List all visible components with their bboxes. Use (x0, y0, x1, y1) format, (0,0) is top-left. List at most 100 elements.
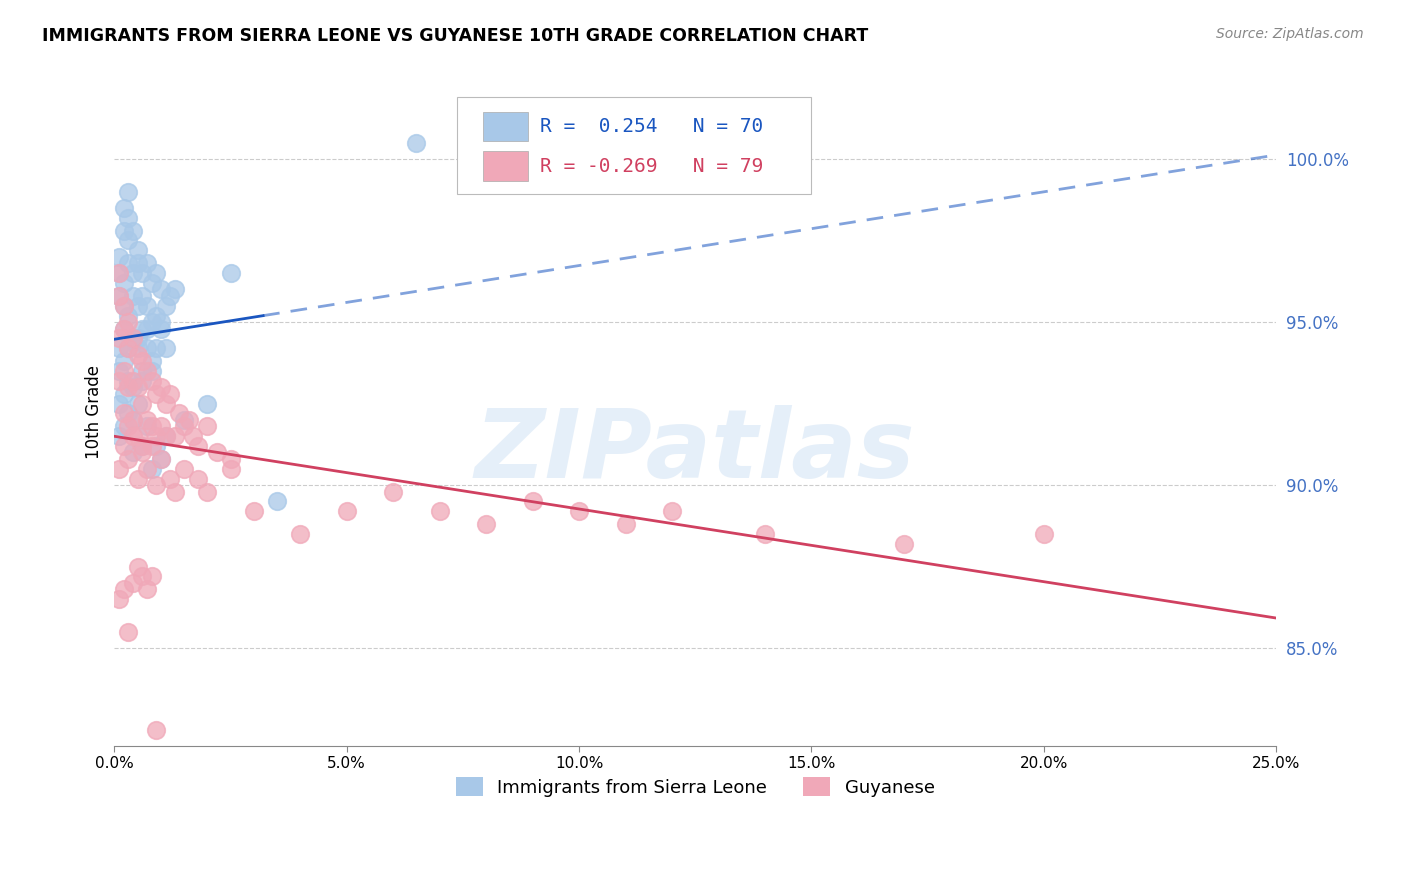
Point (159, 472, 181, 486)
Text: R =  0.254   N = 70: R = 0.254 N = 70 (540, 117, 763, 136)
Point (117, 309, 139, 323)
Point (117, 341, 139, 355)
Point (155, 341, 177, 355)
Point (108, 289, 131, 303)
Point (112, 364, 135, 378)
Point (117, 315, 139, 329)
Point (149, 452, 172, 467)
Point (219, 266, 242, 280)
Point (127, 348, 149, 362)
Point (243, 504, 266, 518)
Point (117, 234, 139, 248)
Point (290, 527, 312, 541)
Point (177, 413, 200, 427)
Point (112, 321, 135, 335)
Point (112, 419, 135, 434)
Point (173, 462, 195, 476)
Point (155, 299, 177, 313)
Point (122, 374, 145, 388)
Point (117, 452, 139, 467)
Point (141, 364, 163, 378)
Point (145, 386, 167, 401)
Point (141, 569, 163, 583)
Point (131, 396, 153, 410)
FancyBboxPatch shape (482, 152, 529, 181)
FancyBboxPatch shape (457, 97, 811, 194)
Point (195, 396, 218, 410)
Point (141, 462, 163, 476)
Point (112, 406, 135, 420)
Point (195, 419, 218, 434)
Point (149, 419, 172, 434)
Point (183, 429, 205, 443)
Point (117, 374, 139, 388)
Point (145, 723, 167, 737)
Point (136, 413, 159, 427)
Point (145, 341, 167, 355)
Point (522, 494, 544, 508)
Point (112, 386, 135, 401)
Point (131, 445, 153, 459)
Point (155, 429, 177, 443)
Point (117, 341, 139, 355)
Point (145, 266, 167, 280)
Point (108, 250, 131, 264)
Text: ZIPatlas: ZIPatlas (475, 405, 915, 499)
Point (122, 331, 145, 345)
Point (112, 439, 135, 453)
Point (141, 374, 163, 388)
Point (122, 331, 145, 345)
Point (131, 439, 153, 453)
Point (122, 429, 145, 443)
Point (122, 266, 145, 280)
Point (195, 484, 218, 499)
Point (136, 364, 159, 378)
Point (141, 419, 163, 434)
Point (117, 380, 139, 394)
Point (108, 396, 131, 410)
Point (1032, 527, 1054, 541)
Point (163, 282, 186, 296)
Point (122, 445, 145, 459)
Point (382, 484, 405, 499)
Point (405, 136, 427, 150)
Point (145, 429, 167, 443)
Point (149, 315, 172, 329)
Point (614, 517, 637, 532)
Point (136, 341, 159, 355)
Point (112, 299, 135, 313)
Point (112, 276, 135, 290)
Point (117, 419, 139, 434)
Point (141, 276, 163, 290)
Point (173, 413, 195, 427)
Point (205, 445, 228, 459)
Point (108, 266, 131, 280)
Point (163, 429, 186, 443)
Point (108, 374, 131, 388)
Point (145, 478, 167, 492)
Point (173, 419, 195, 434)
Text: Source: ZipAtlas.com: Source: ZipAtlas.com (1216, 27, 1364, 41)
Point (108, 364, 131, 378)
Point (893, 537, 915, 551)
Point (131, 374, 153, 388)
Point (149, 321, 172, 335)
Point (127, 559, 149, 574)
Point (136, 419, 159, 434)
Point (127, 429, 149, 443)
Point (122, 289, 145, 303)
Point (117, 185, 139, 199)
Point (108, 266, 131, 280)
Legend: Immigrants from Sierra Leone, Guyanese: Immigrants from Sierra Leone, Guyanese (449, 770, 942, 804)
Point (122, 576, 145, 591)
Point (141, 315, 163, 329)
Y-axis label: 10th Grade: 10th Grade (86, 365, 103, 458)
Point (117, 211, 139, 225)
Point (131, 321, 153, 335)
Point (136, 582, 159, 597)
Point (112, 299, 135, 313)
Point (131, 439, 153, 453)
Point (145, 439, 167, 453)
Point (475, 517, 498, 532)
Point (187, 472, 209, 486)
